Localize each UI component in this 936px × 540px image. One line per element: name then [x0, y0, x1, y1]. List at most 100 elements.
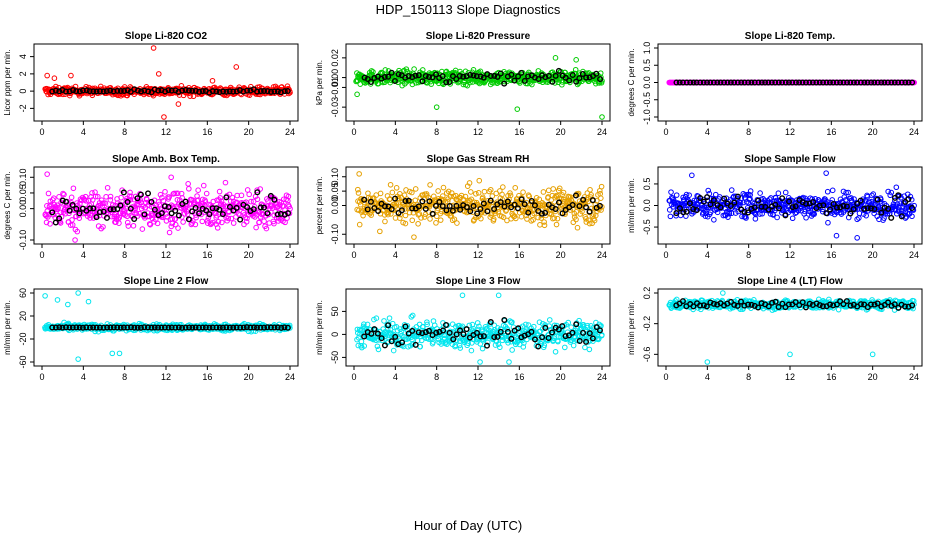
data-point [158, 210, 165, 217]
data-point-outlier [68, 72, 74, 79]
data-point [440, 184, 447, 191]
y-tick-label: 0.0 [642, 199, 652, 212]
data-point [724, 79, 731, 86]
x-tick-label: 16 [202, 127, 212, 137]
data-point [228, 215, 235, 222]
data-point [508, 335, 515, 342]
data-point [473, 73, 480, 80]
data-point [501, 80, 508, 87]
data-point [120, 189, 127, 196]
x-tick-label: 16 [202, 250, 212, 260]
x-tick-label: 16 [826, 127, 836, 137]
data-point [89, 190, 95, 196]
data-point [387, 181, 394, 188]
data-point [891, 79, 898, 86]
data-point [549, 78, 556, 85]
series-all-slopes [353, 55, 605, 120]
y-tick-label: -0.10 [18, 230, 28, 251]
data-point [587, 186, 593, 193]
chart-title: Slope Line 4 (LT) Flow [737, 276, 843, 287]
data-point [145, 88, 152, 95]
data-point [583, 204, 590, 211]
data-point [381, 318, 387, 324]
data-point [412, 186, 419, 192]
data-point-outlier [477, 359, 483, 365]
data-point [697, 79, 704, 86]
data-point [83, 198, 89, 204]
data-point [782, 212, 789, 219]
data-point [427, 182, 433, 188]
data-point [481, 188, 488, 195]
data-point-outlier [161, 114, 167, 120]
data-point [480, 74, 487, 81]
data-point [261, 88, 268, 95]
data-point [501, 317, 508, 324]
data-point [580, 196, 587, 203]
data-point [370, 69, 376, 75]
y-tick-label: 0.02 [330, 49, 340, 67]
data-point [62, 198, 69, 205]
data-point [371, 326, 378, 333]
data-point [816, 79, 823, 86]
data-point [377, 190, 384, 197]
x-tick-label: 4 [81, 372, 86, 382]
data-point [693, 79, 700, 86]
data-point [131, 216, 138, 223]
data-point [826, 79, 833, 86]
data-point [92, 189, 98, 195]
data-point [572, 66, 579, 73]
data-point [554, 215, 561, 222]
x-tick-label: 24 [597, 372, 607, 382]
data-point [175, 212, 182, 219]
y-axis-label: ml/min per min. [3, 300, 12, 355]
data-point [598, 195, 604, 201]
data-point [90, 88, 97, 95]
chart-title: Slope Sample Flow [744, 154, 835, 165]
x-tick-label: 20 [868, 372, 878, 382]
data-point [83, 87, 90, 94]
data-point [439, 73, 446, 80]
data-point [710, 79, 717, 86]
x-tick-label: 4 [393, 372, 398, 382]
data-point [456, 72, 463, 79]
data-point [570, 342, 577, 349]
data-point [508, 71, 515, 78]
x-tick-label: 8 [746, 250, 751, 260]
data-point [473, 190, 479, 197]
data-point [597, 76, 604, 83]
data-point [216, 188, 223, 195]
data-point [734, 79, 741, 86]
data-point [799, 79, 806, 86]
y-tick-label: 0.00 [18, 200, 28, 218]
data-point [403, 66, 410, 72]
data-point [206, 211, 213, 218]
data-point [893, 184, 900, 191]
data-point [550, 186, 556, 192]
data-point [175, 225, 181, 231]
data-point [62, 88, 69, 95]
data-point [48, 202, 54, 208]
data-point [579, 70, 586, 77]
x-tick-label: 16 [514, 127, 524, 137]
data-point [199, 88, 206, 95]
data-point [62, 210, 69, 217]
data-point [237, 216, 244, 223]
data-point [103, 88, 110, 95]
data-point [70, 87, 77, 94]
x-tick-label: 0 [39, 127, 44, 137]
data-point-outlier [75, 356, 81, 362]
data-point [419, 67, 426, 73]
data-point [130, 222, 137, 229]
data-point [200, 182, 207, 189]
data-point [52, 219, 59, 226]
data-point [745, 79, 752, 86]
data-point [467, 189, 474, 195]
chart-title: Slope Li-820 Pressure [426, 31, 531, 42]
page-title: HDP_150113 Slope Diagnostics [375, 2, 561, 17]
data-point [388, 338, 395, 345]
data-point [861, 79, 868, 86]
x-tick-label: 20 [244, 250, 254, 260]
data-point [45, 190, 52, 197]
data-point [785, 79, 792, 86]
